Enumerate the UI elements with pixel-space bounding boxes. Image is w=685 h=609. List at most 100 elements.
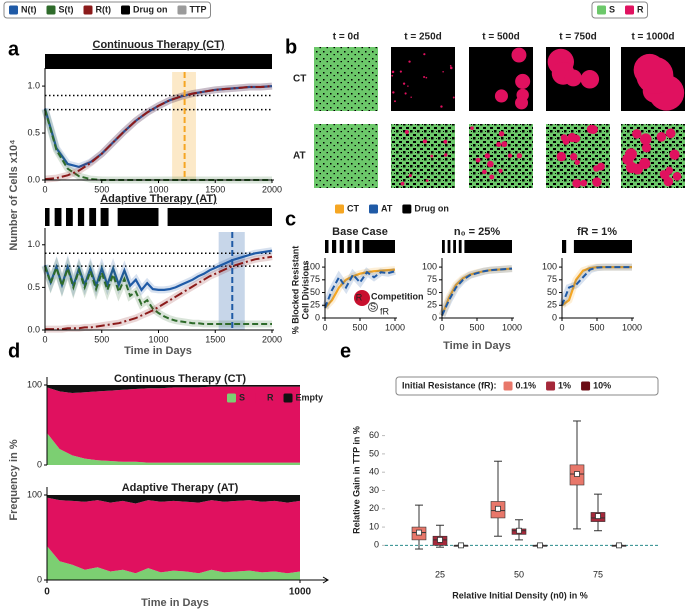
legend-swatch (335, 204, 344, 214)
resistant-cluster (659, 170, 668, 178)
resistant-cluster (442, 71, 444, 73)
drug-on-bar (347, 240, 352, 253)
drug-on-bar (355, 240, 360, 253)
legend-swatch (625, 5, 635, 15)
area (47, 495, 300, 504)
resistant-cluster (430, 154, 434, 158)
resistant-cluster (440, 105, 443, 108)
legend-label: AT (381, 203, 393, 213)
y-tick-label: 50 (310, 287, 320, 297)
resistant-cluster (410, 96, 412, 98)
drug-on-bar (45, 54, 272, 69)
legend-swatch (255, 393, 265, 403)
y-tick-label: 50 (369, 448, 379, 458)
x-tick-label: 500 (352, 322, 367, 332)
resistant-cluster (556, 151, 567, 162)
x-axis-label: Relative Initial Density (n0) in % (452, 590, 588, 600)
x-tick-label: 500 (469, 322, 484, 332)
panel-label: d (8, 340, 20, 362)
resistant-cluster (425, 76, 428, 79)
inset-cell-label: R (356, 292, 363, 302)
resistant-cluster (392, 91, 395, 94)
resistant-cluster (560, 134, 568, 142)
x-tick-label: 0 (559, 322, 564, 332)
inset-cell (368, 302, 378, 312)
drug-on-bar (562, 240, 567, 253)
legend-box (395, 376, 659, 396)
drug-on-bar (54, 208, 62, 226)
drug-on-bar (458, 240, 462, 253)
chart-title: n₀ = 25% (454, 226, 500, 238)
resistant-cluster (404, 92, 407, 95)
inset-cell (354, 290, 370, 306)
legend-label: S (239, 392, 245, 402)
resistant-cluster (482, 169, 487, 175)
y-tick-label: 0.0 (27, 174, 40, 184)
resistant-cluster (515, 96, 529, 110)
x-tick-label: 1000 (289, 587, 312, 598)
resistant-cluster (444, 153, 448, 157)
mean-marker (616, 542, 622, 549)
drug-on-bar (100, 208, 109, 226)
y-tick-label: 1.0 (27, 239, 40, 249)
legend-label: Drug on (133, 4, 168, 14)
x-axis-label: Time in Days (443, 340, 511, 352)
series-line (45, 255, 273, 331)
legend-swatch (46, 5, 56, 15)
series-line (43, 85, 273, 169)
y-tick-label: 100 (542, 261, 557, 271)
y-tick-label: 100 (305, 261, 320, 271)
legend-label: CT (347, 203, 359, 213)
area (47, 433, 300, 465)
y-tick-label: 20 (369, 503, 379, 513)
resistant-cluster (572, 134, 581, 143)
series-line (324, 268, 396, 309)
resistant-cluster (564, 69, 582, 87)
column-label: t = 250d (404, 32, 442, 43)
x-tick-label: 0 (322, 322, 327, 332)
resistant-cluster (574, 159, 580, 166)
series-line (44, 264, 272, 325)
resistant-cluster (625, 161, 638, 174)
legend-swatch (597, 5, 606, 15)
x-tick-label: 75 (593, 569, 603, 579)
x-tick-label: 0 (42, 184, 47, 194)
y-tick-label: 0 (432, 312, 437, 322)
legend-label: S(t) (59, 4, 74, 14)
resistant-cluster (639, 133, 652, 145)
lattice-tile (546, 124, 610, 188)
mean-marker (595, 513, 601, 519)
resistant-cluster (580, 179, 588, 187)
resistant-cluster (656, 131, 667, 142)
lattice-tile (314, 47, 378, 111)
x-tick-label: 1000 (148, 184, 168, 194)
x-tick-label: 50 (514, 569, 524, 579)
mean-marker (495, 505, 501, 512)
legend-label: 0.1% (516, 380, 537, 390)
resistant-cluster (507, 153, 513, 158)
panel-label: b (285, 36, 297, 58)
mean-marker (574, 471, 580, 477)
legend-swatch (121, 5, 130, 15)
column-label: t = 1000d (631, 32, 674, 43)
y-tick-label: 75 (427, 274, 437, 284)
area (47, 546, 300, 580)
resistant-cluster (515, 73, 531, 89)
y-tick-label: 0 (552, 312, 557, 322)
y-tick-label: 0.5 (27, 282, 40, 292)
x-tick-label: 500 (94, 334, 109, 344)
drug-on-bar (117, 208, 159, 226)
legend-label: 1% (558, 380, 571, 390)
y-tick-label: 50 (547, 287, 557, 297)
legend-title: Initial Resistance (fR): (402, 380, 497, 390)
resistant-cluster (570, 153, 578, 161)
legend-box (3, 1, 211, 19)
resistant-cluster (672, 171, 682, 181)
chart-title: Adaptive Therapy (AT) (122, 482, 239, 494)
x-tick-label: 2000 (262, 334, 282, 344)
y-axis-label: Number of Cells x10⁴ (8, 139, 20, 250)
mean-marker (437, 536, 443, 543)
drug-on-bar (573, 240, 632, 253)
x-tick-label: 1000 (385, 322, 405, 332)
mean-marker (516, 527, 522, 534)
